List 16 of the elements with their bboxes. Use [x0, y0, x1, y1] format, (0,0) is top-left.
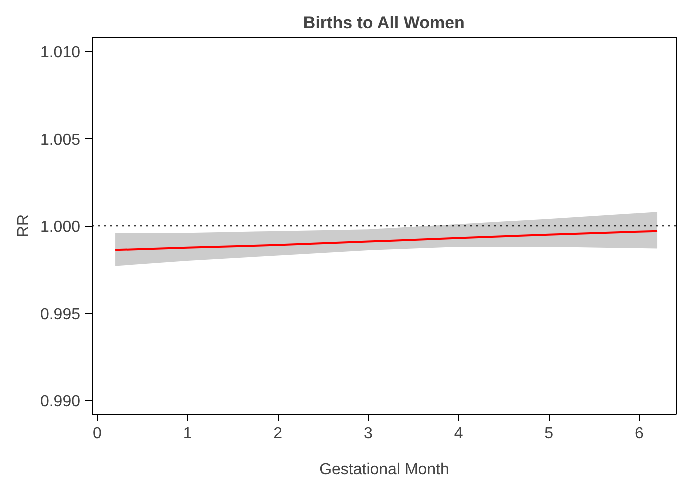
- y-tick-label: 1.005: [40, 132, 81, 149]
- x-tick-label: 2: [274, 426, 283, 442]
- x-tick-label: 6: [635, 426, 644, 442]
- y-axis-title: RR: [15, 214, 32, 238]
- x-tick-label: 3: [364, 426, 374, 442]
- x-tick-label: 5: [544, 426, 554, 442]
- x-axis-title: Gestational Month: [320, 462, 450, 478]
- x-tick-label: 0: [93, 426, 102, 442]
- y-tick-label: 1.010: [40, 44, 81, 62]
- y-tick-label: 0.995: [40, 306, 81, 324]
- y-tick-label: 1.000: [40, 219, 81, 236]
- line-series: [114, 230, 659, 252]
- x-tick-label: 4: [454, 426, 464, 442]
- x-tick-label: 1: [183, 426, 192, 442]
- chart-title: Births to All Women: [303, 14, 465, 32]
- y-tick-label: 0.990: [40, 394, 81, 411]
